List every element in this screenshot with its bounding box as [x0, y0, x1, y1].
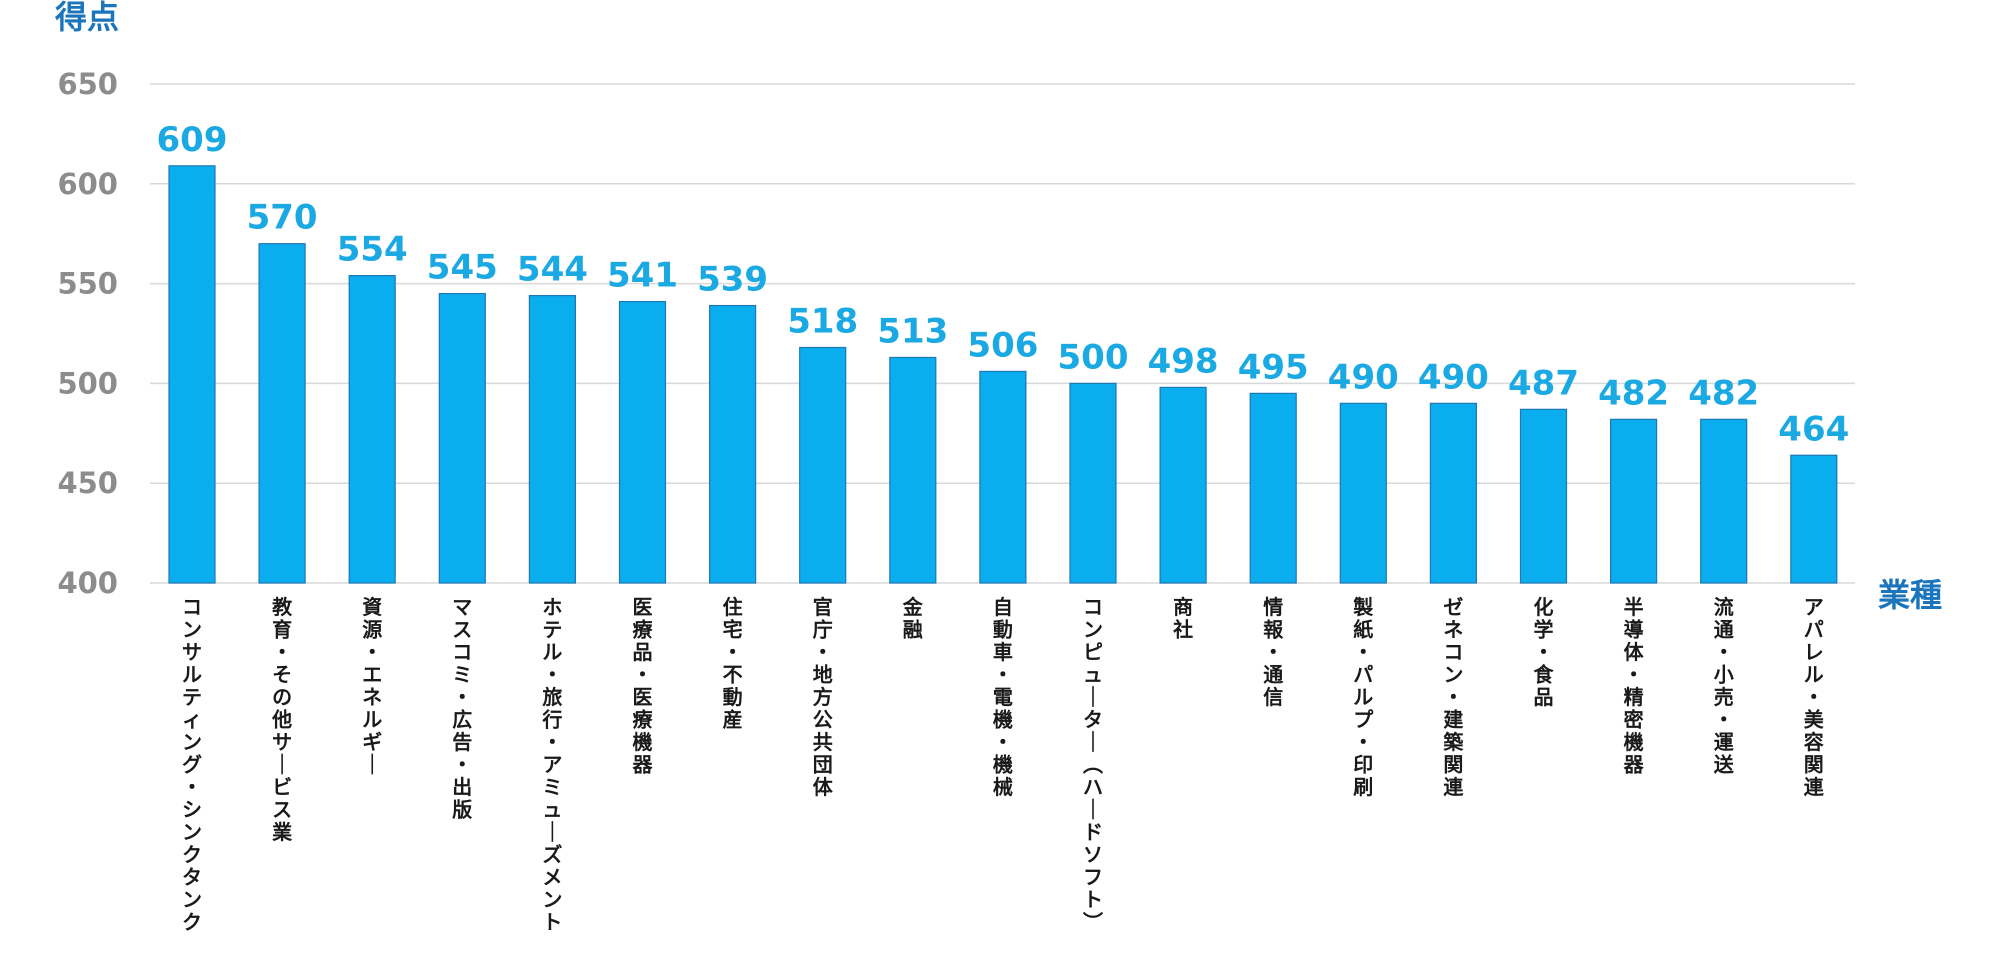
y-tick-label: 450	[57, 466, 118, 500]
y-tick-label: 600	[57, 167, 118, 201]
category-label: アパレル・美容関連	[1804, 595, 1825, 799]
bar	[708, 304, 757, 584]
category-label: 半導体・精密機器	[1623, 595, 1645, 777]
bar	[1790, 454, 1838, 584]
y-axis-ticks: 400 450 500 550 600 650	[57, 67, 118, 600]
bars	[168, 165, 1838, 584]
value-label: 541	[607, 256, 678, 296]
category-label: コンサルティング・シンクタンク	[182, 595, 202, 934]
y-tick-label: 400	[57, 566, 118, 600]
value-label: 482	[1688, 373, 1759, 413]
value-label: 498	[1148, 341, 1219, 381]
value-label: 482	[1598, 373, 1669, 413]
value-label: 495	[1238, 347, 1309, 387]
bar	[348, 275, 396, 584]
bar	[528, 294, 577, 584]
category-label: ホテル・旅行・アミュ｜ズメント	[541, 595, 562, 934]
bar	[1700, 418, 1748, 584]
x-axis-title: 業種	[1878, 576, 1942, 614]
value-label: 544	[517, 250, 588, 290]
value-label: 609	[157, 120, 228, 160]
bar	[979, 370, 1027, 584]
value-label: 500	[1058, 337, 1129, 377]
value-label: 464	[1778, 409, 1849, 449]
bar	[1249, 392, 1297, 584]
y-tick-label: 650	[57, 67, 118, 101]
category-label: ゼネコン・建築関連	[1442, 595, 1464, 799]
value-label: 539	[697, 260, 768, 300]
category-label: 流通・小売・運送	[1714, 595, 1735, 777]
category-label: 情報・通信	[1263, 595, 1284, 709]
value-label: 487	[1508, 363, 1579, 403]
category-label: 化学・食品	[1534, 595, 1555, 709]
value-labels: 609 570 554 545 544 541 539 518 513 506 500 498 495 4…	[157, 120, 1850, 449]
y-tick-label: 550	[57, 267, 118, 301]
bar	[1429, 402, 1478, 584]
value-label: 518	[787, 301, 858, 341]
bar	[1519, 408, 1568, 584]
category-label: 住宅・不動産	[723, 595, 743, 732]
value-label: 490	[1418, 357, 1489, 397]
category-label: 自動車・電機・機械	[993, 595, 1013, 799]
value-label: 513	[877, 311, 948, 351]
bar	[799, 346, 847, 584]
bar	[258, 243, 306, 584]
category-label: マスコミ・広告・出版	[452, 595, 472, 822]
value-label: 545	[427, 248, 498, 288]
category-label: 資源・エネルギ｜	[362, 595, 382, 777]
category-label: 商社	[1172, 595, 1193, 642]
bar	[1609, 418, 1658, 584]
y-tick-label: 500	[57, 366, 118, 400]
category-label: 教育・その他サ｜ビス業	[271, 595, 293, 844]
bar	[1159, 386, 1207, 584]
bar	[1339, 402, 1387, 584]
category-labels: コンサルティング・シンクタンク 教育・その他サ｜ビス業 資源・エネルギ｜ マスコミ・広…	[182, 595, 1825, 934]
category-label: 製紙・パルプ・印刷	[1353, 595, 1374, 799]
bar	[168, 165, 216, 584]
category-label: コンピュ｜タ｜︵ハ｜ドソフト︶	[1083, 595, 1103, 934]
bar	[438, 292, 486, 584]
value-label: 570	[247, 198, 318, 238]
value-label: 554	[337, 230, 408, 270]
value-label: 506	[967, 325, 1038, 365]
category-label: 医療品・医療機器	[632, 595, 654, 777]
value-label: 490	[1328, 357, 1399, 397]
category-label: 官庁・地方公共団体	[813, 595, 834, 799]
bar	[618, 300, 667, 584]
category-label: 金融	[902, 595, 924, 642]
bar	[889, 356, 937, 584]
y-axis-title: 得点	[55, 0, 119, 36]
bar	[1069, 382, 1117, 584]
